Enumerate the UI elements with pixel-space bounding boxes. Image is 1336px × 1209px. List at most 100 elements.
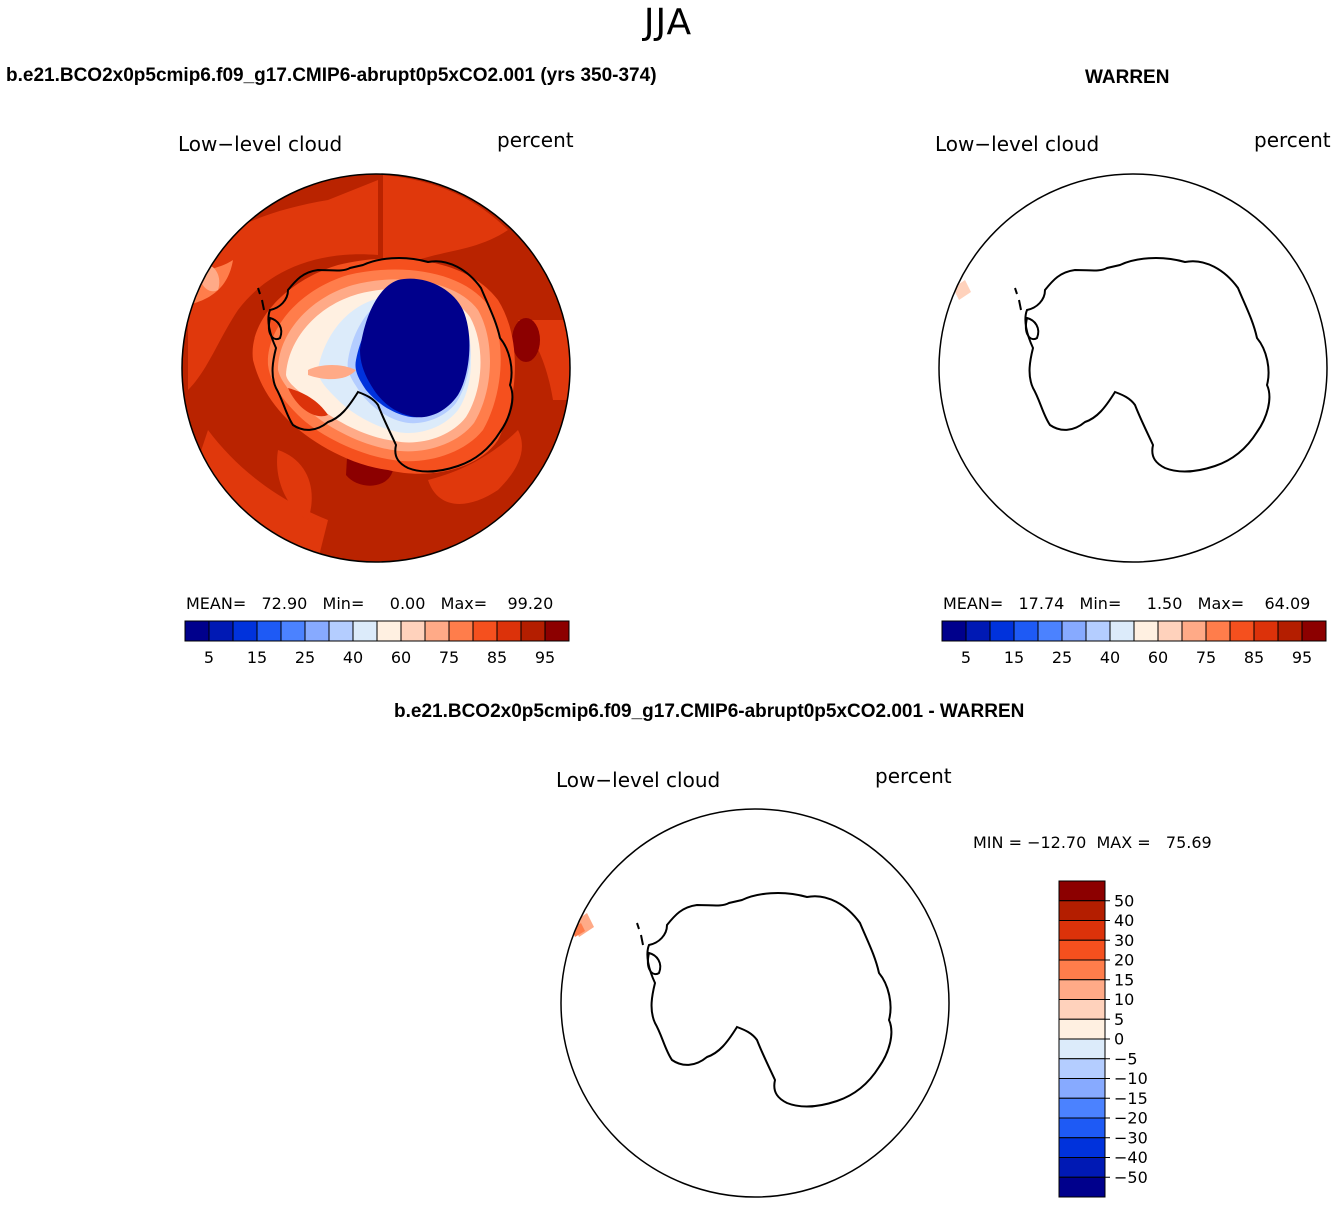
diff-colorbar-tick-label: 40 — [1114, 911, 1134, 930]
diff-colorbar-swatch — [1058, 1038, 1106, 1060]
obs-colorbar-tick-label: 60 — [1147, 648, 1169, 667]
obs-colorbar-swatch — [1061, 620, 1087, 642]
obs-colorbar-tick-label: 75 — [1195, 648, 1217, 667]
test-case-title: b.e21.BCO2x0p5cmip6.f09_g17.CMIP6-abrupt… — [6, 65, 657, 86]
diff-colorbar-swatch — [1058, 1078, 1106, 1099]
obs-colorbar-swatch — [941, 620, 967, 642]
obs-colorbar-swatch — [1037, 620, 1063, 642]
diff-colorbar-tick-label: 30 — [1114, 931, 1134, 950]
obs-colorbar-swatch — [1109, 620, 1135, 642]
test-colorbar-swatch — [376, 620, 402, 642]
test-colorbar-swatch — [496, 620, 522, 642]
test-colorbar-swatch — [280, 620, 306, 642]
diff-colorbar-swatch — [1058, 1018, 1106, 1040]
test-colorbar-swatch — [352, 620, 378, 642]
test-colorbar-swatch — [256, 620, 282, 642]
diff-colorbar-swatch — [1058, 900, 1106, 921]
obs-colorbar-tick-label: 25 — [1051, 648, 1073, 667]
test-polar-map — [181, 173, 571, 563]
obs-colorbar-tick-label: 40 — [1099, 648, 1121, 667]
diff-colorbar-tick-label: −10 — [1114, 1069, 1148, 1088]
diff-colorbar-swatch — [1058, 880, 1106, 902]
obs-colorbar-swatch — [1205, 620, 1231, 642]
obs-colorbar-tick-label: 95 — [1291, 648, 1313, 667]
diff-colorbar-swatch — [1058, 979, 1106, 1000]
diff-colorbar-swatch — [1058, 1097, 1106, 1119]
obs-case-title: WARREN — [1085, 67, 1170, 88]
diff-colorbar-swatch — [1058, 959, 1106, 981]
season-title: JJA — [643, 2, 693, 43]
test-variable-label: Low−level cloud — [178, 132, 343, 156]
obs-colorbar-swatch — [1085, 620, 1111, 642]
test-colorbar-tick-label: 75 — [438, 648, 460, 667]
diff-colorbar-tick-label: −50 — [1114, 1168, 1148, 1187]
obs-polar-map — [938, 173, 1328, 563]
obs-colorbar-ticks: 5 15 25 40 60 75 85 95 — [941, 648, 1327, 670]
diff-colorbar-tick-label: 50 — [1114, 891, 1134, 910]
obs-colorbar-swatch — [1133, 620, 1159, 642]
obs-colorbar-tick-label: 5 — [960, 648, 972, 667]
test-colorbar-swatch — [328, 620, 354, 642]
obs-colorbar-tick-label: 85 — [1243, 648, 1265, 667]
obs-colorbar-swatch — [1229, 620, 1255, 642]
test-colorbar-swatch — [472, 620, 498, 642]
test-stats: MEAN= 72.90 Min= 0.00 Max= 99.20 — [186, 594, 554, 613]
diff-colorbar-tick-label: 20 — [1114, 951, 1134, 970]
diff-colorbar-swatch — [1058, 1117, 1106, 1139]
diff-colorbar-tick-label: 10 — [1114, 990, 1134, 1009]
diff-colorbar-swatch — [1058, 1157, 1106, 1178]
diff-colorbar-tick-label: −5 — [1114, 1049, 1138, 1068]
obs-colorbar-tick-label: 15 — [1003, 648, 1025, 667]
diff-variable-label: Low−level cloud — [556, 768, 721, 792]
diff-colorbar-swatch — [1058, 1058, 1106, 1079]
obs-colorbar-swatch — [1013, 620, 1039, 642]
diff-stats: MIN = −12.70 MAX = 75.69 — [973, 833, 1212, 852]
obs-colorbar-swatch — [1181, 620, 1207, 642]
diff-case-title: b.e21.BCO2x0p5cmip6.f09_g17.CMIP6-abrupt… — [394, 701, 1025, 722]
test-colorbar-swatch — [208, 620, 234, 642]
test-colorbar-swatch — [400, 620, 426, 642]
test-colorbar-tick-label: 5 — [203, 648, 215, 667]
test-colorbar — [184, 620, 570, 642]
test-units-label: percent — [497, 128, 574, 152]
diff-colorbar-tick-label: 5 — [1114, 1010, 1124, 1029]
test-colorbar-swatch — [448, 620, 474, 642]
test-colorbar-swatch — [184, 620, 210, 642]
test-colorbar-tick-label: 25 — [294, 648, 316, 667]
test-colorbar-tick-label: 95 — [534, 648, 556, 667]
test-colorbar-swatch — [424, 620, 450, 642]
test-colorbar-swatch — [544, 620, 570, 642]
test-colorbar-tick-label: 15 — [246, 648, 268, 667]
obs-variable-label: Low−level cloud — [935, 132, 1100, 156]
diff-colorbar-swatch — [1058, 999, 1106, 1020]
diff-colorbar-swatch — [1058, 939, 1106, 961]
obs-colorbar-swatch — [1157, 620, 1183, 642]
obs-colorbar-swatch — [1277, 620, 1303, 642]
test-colorbar-swatch — [520, 620, 546, 642]
test-colorbar-tick-label: 60 — [390, 648, 412, 667]
obs-units-label: percent — [1254, 128, 1331, 152]
test-colorbar-tick-label: 40 — [342, 648, 364, 667]
diff-colorbar-tick-label: −30 — [1114, 1128, 1148, 1147]
test-colorbar-swatch — [232, 620, 258, 642]
diff-colorbar-tick-label: −20 — [1114, 1109, 1148, 1128]
diff-colorbar-swatch — [1058, 1137, 1106, 1158]
diff-colorbar-swatch — [1058, 920, 1106, 941]
diff-colorbar-swatch — [1058, 1176, 1106, 1198]
diff-colorbar-tick-label: −15 — [1114, 1089, 1148, 1108]
diff-polar-map — [560, 808, 950, 1198]
obs-colorbar — [941, 620, 1327, 642]
obs-colorbar-swatch — [1253, 620, 1279, 642]
test-colorbar-ticks: 5 15 25 40 60 75 85 95 — [184, 648, 570, 670]
obs-colorbar-swatch — [965, 620, 991, 642]
diff-colorbar-tick-label: −40 — [1114, 1148, 1148, 1167]
diff-units-label: percent — [875, 764, 952, 788]
diff-colorbar-tick-label: 0 — [1114, 1030, 1124, 1049]
test-colorbar-swatch — [304, 620, 330, 642]
obs-stats: MEAN= 17.74 Min= 1.50 Max= 64.09 — [943, 594, 1311, 613]
obs-colorbar-swatch — [1301, 620, 1327, 642]
test-colorbar-tick-label: 85 — [486, 648, 508, 667]
diff-colorbar-tick-label: 15 — [1114, 970, 1134, 989]
obs-colorbar-swatch — [989, 620, 1015, 642]
